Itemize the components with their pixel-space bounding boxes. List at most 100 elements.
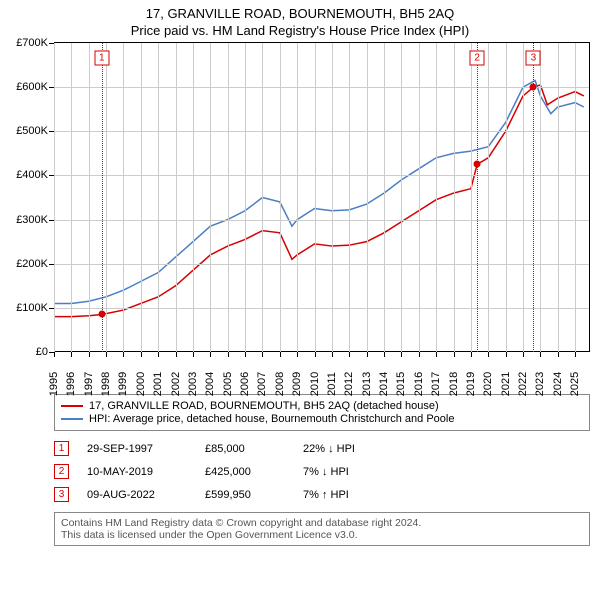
event-price: £425,000	[205, 466, 285, 478]
gridline-v	[89, 43, 90, 352]
series-line-hpi	[54, 81, 584, 304]
legend: 17, GRANVILLE ROAD, BOURNEMOUTH, BH5 2AQ…	[54, 394, 590, 431]
x-tick-label: 1999	[117, 372, 129, 396]
x-tick-label: 2022	[517, 372, 529, 396]
x-tick-label: 2006	[239, 372, 251, 396]
y-tick-label: £300K	[16, 214, 48, 226]
legend-swatch	[61, 418, 83, 420]
x-tick	[71, 352, 72, 357]
plot-area	[54, 43, 589, 352]
gridline-v	[540, 43, 541, 352]
x-tick	[297, 352, 298, 357]
gridline-h	[54, 308, 589, 309]
x-tick-label: 2001	[152, 372, 164, 396]
gridline-v	[71, 43, 72, 352]
gridline-v	[506, 43, 507, 352]
event-table: 129-SEP-1997£85,00022% ↓ HPI210-MAY-2019…	[54, 437, 590, 506]
x-tick	[384, 352, 385, 357]
event-num-box: 2	[54, 464, 69, 479]
x-tick	[349, 352, 350, 357]
x-tick	[506, 352, 507, 357]
x-tick	[262, 352, 263, 357]
gridline-v	[575, 43, 576, 352]
x-tick-label: 2008	[274, 372, 286, 396]
event-row: 129-SEP-1997£85,00022% ↓ HPI	[54, 437, 590, 460]
gridline-v	[210, 43, 211, 352]
event-marker-box: 1	[94, 51, 109, 66]
event-delta: 7% ↓ HPI	[303, 466, 393, 478]
x-tick	[523, 352, 524, 357]
gridline-v	[349, 43, 350, 352]
x-tick	[436, 352, 437, 357]
gridline-h	[54, 175, 589, 176]
gridline-v	[454, 43, 455, 352]
x-tick-label: 2017	[430, 372, 442, 396]
gridline-v	[176, 43, 177, 352]
event-marker-dot	[530, 84, 537, 91]
y-tick-label: £0	[36, 346, 48, 358]
page-title: 17, GRANVILLE ROAD, BOURNEMOUTH, BH5 2AQ	[0, 6, 600, 21]
x-tick	[158, 352, 159, 357]
x-tick	[540, 352, 541, 357]
x-tick-label: 2013	[361, 372, 373, 396]
x-tick-label: 2024	[552, 372, 564, 396]
chart: £0£100K£200K£300K£400K£500K£600K£700K199…	[54, 42, 590, 352]
x-tick	[123, 352, 124, 357]
x-tick-label: 2019	[465, 372, 477, 396]
x-tick-label: 2011	[326, 372, 338, 396]
x-tick	[228, 352, 229, 357]
gridline-v	[54, 43, 55, 352]
x-tick-label: 2015	[395, 372, 407, 396]
x-tick	[245, 352, 246, 357]
y-tick-label: £200K	[16, 258, 48, 270]
gridline-v	[262, 43, 263, 352]
gridline-v	[523, 43, 524, 352]
legend-row: 17, GRANVILLE ROAD, BOURNEMOUTH, BH5 2AQ…	[61, 400, 583, 412]
gridline-v	[401, 43, 402, 352]
event-num-box: 3	[54, 487, 69, 502]
gridline-v	[558, 43, 559, 352]
event-marker-dot	[474, 161, 481, 168]
x-tick-label: 1996	[65, 372, 77, 396]
gridline-v	[315, 43, 316, 352]
x-tick-label: 2021	[500, 372, 512, 396]
x-tick-label: 1998	[100, 372, 112, 396]
x-tick-label: 2014	[378, 372, 390, 396]
x-tick	[401, 352, 402, 357]
x-tick	[280, 352, 281, 357]
x-tick-label: 2003	[187, 372, 199, 396]
x-tick	[106, 352, 107, 357]
gridline-h	[54, 220, 589, 221]
x-tick-label: 2023	[534, 372, 546, 396]
x-tick	[488, 352, 489, 357]
event-row: 210-MAY-2019£425,0007% ↓ HPI	[54, 460, 590, 483]
gridline-v	[193, 43, 194, 352]
gridline-v	[106, 43, 107, 352]
y-tick-label: £500K	[16, 125, 48, 137]
footer-line: Contains HM Land Registry data © Crown c…	[61, 517, 583, 529]
event-price: £599,950	[205, 489, 285, 501]
series-line-property	[54, 85, 584, 317]
event-marker-box: 3	[526, 51, 541, 66]
x-tick-label: 2005	[222, 372, 234, 396]
x-tick	[210, 352, 211, 357]
x-tick	[471, 352, 472, 357]
x-tick-label: 1997	[83, 372, 95, 396]
legend-label: HPI: Average price, detached house, Bour…	[89, 413, 454, 425]
event-price: £85,000	[205, 443, 285, 455]
x-tick-label: 2016	[413, 372, 425, 396]
x-tick	[332, 352, 333, 357]
x-tick	[575, 352, 576, 357]
gridline-v	[158, 43, 159, 352]
x-tick	[367, 352, 368, 357]
x-tick	[141, 352, 142, 357]
event-date: 09-AUG-2022	[87, 489, 187, 501]
x-tick	[89, 352, 90, 357]
gridline-v	[471, 43, 472, 352]
x-tick-label: 2004	[204, 372, 216, 396]
page-subtitle: Price paid vs. HM Land Registry's House …	[0, 23, 600, 38]
gridline-v	[123, 43, 124, 352]
event-delta: 7% ↑ HPI	[303, 489, 393, 501]
gridline-h	[54, 131, 589, 132]
x-tick-label: 2010	[309, 372, 321, 396]
